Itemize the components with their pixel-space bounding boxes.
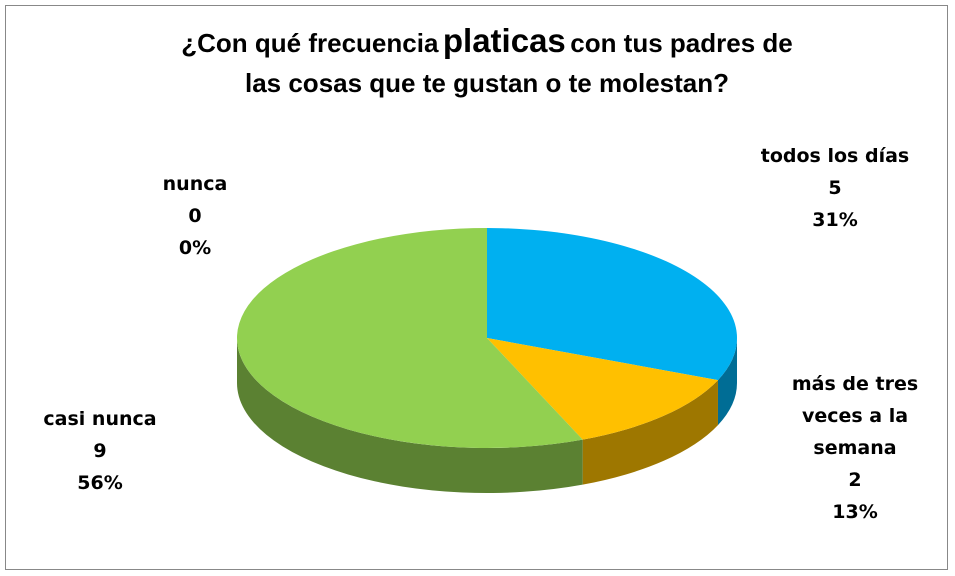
slice xyxy=(236,228,583,449)
data-label: nunca 0 0% xyxy=(125,168,265,264)
chart-frame xyxy=(5,5,948,570)
label-value: 0 xyxy=(188,205,202,227)
label-value: 5 xyxy=(828,177,842,199)
label-percent: 0% xyxy=(178,237,212,259)
label-percent: 56% xyxy=(77,472,123,494)
label-category: todos los días xyxy=(760,145,910,167)
title-part: platicas xyxy=(443,22,566,59)
label-value: 2 xyxy=(848,469,862,491)
slice xyxy=(487,338,718,440)
slice-side xyxy=(237,338,583,493)
data-label: más de tres veces a la semana 2 13% xyxy=(785,368,925,528)
label-category: más de tres veces a la semana xyxy=(791,373,919,459)
slice xyxy=(487,228,737,381)
title-part: ¿Con qué frecuencia xyxy=(181,28,439,58)
label-category: casi nunca xyxy=(43,408,157,430)
label-percent: 13% xyxy=(832,501,878,523)
slice-side xyxy=(717,338,737,426)
data-label: casi nunca 9 56% xyxy=(0,403,200,499)
title-part: con tus padres de xyxy=(570,28,793,58)
chart-title: las cosas que te gustan o te molestan? xyxy=(245,68,729,98)
label-category: nunca xyxy=(162,173,228,195)
label-percent: 31% xyxy=(812,209,858,231)
label-value: 9 xyxy=(93,440,107,462)
data-label: todos los días 5 31% xyxy=(735,140,935,236)
slice-side xyxy=(582,380,718,485)
chart-title: ¿Con qué frecuencia platicas con tus pad… xyxy=(181,22,792,59)
